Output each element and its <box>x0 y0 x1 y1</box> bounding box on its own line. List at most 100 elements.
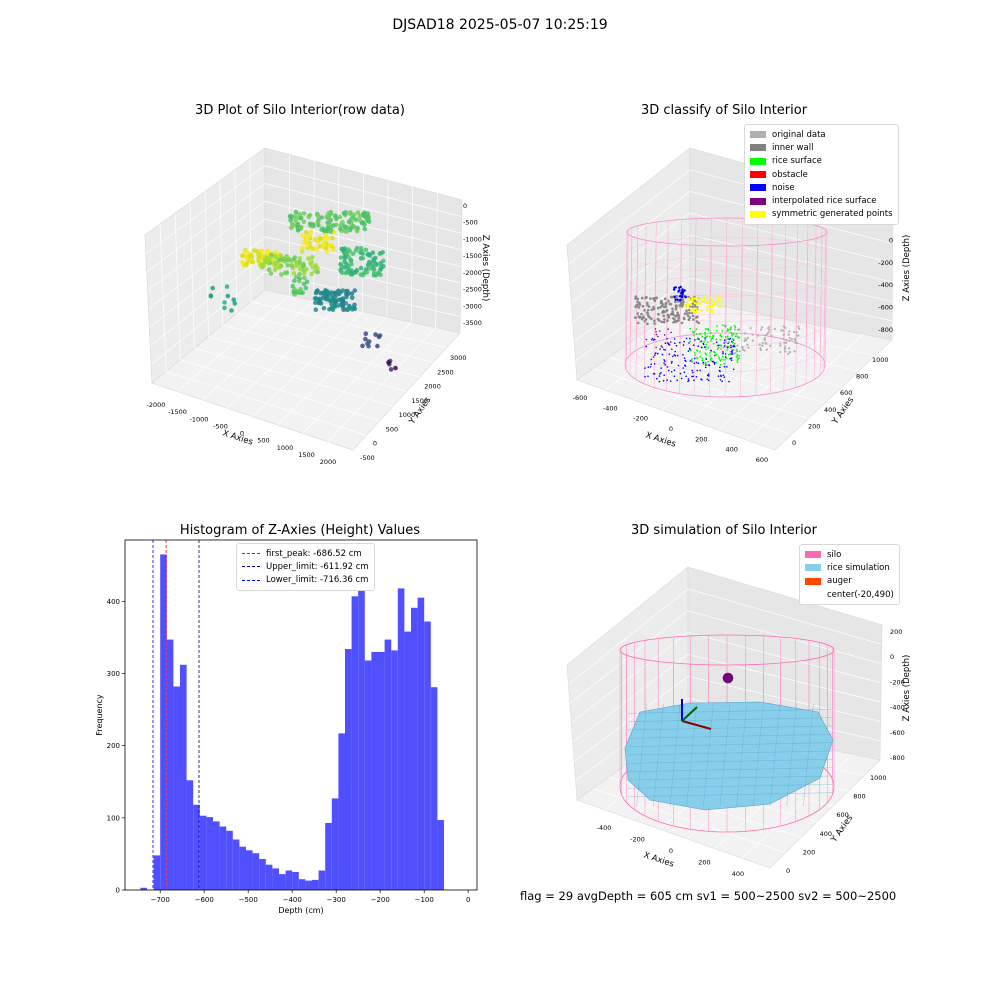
panel1-grid-line <box>222 324 420 378</box>
data-point <box>330 307 336 313</box>
rice-surface-points-point <box>735 333 738 335</box>
panel2-grid-line <box>661 316 777 411</box>
histogram-bar <box>430 687 438 890</box>
noise-points-point <box>732 368 735 371</box>
inner-wall-points-point <box>634 295 638 298</box>
data-point <box>278 253 283 258</box>
rice-surface-points-point <box>690 360 693 363</box>
data-point <box>266 259 271 264</box>
noise-points-point <box>654 352 657 355</box>
histogram-bar <box>272 868 279 890</box>
inner-wall-points-point <box>650 317 653 321</box>
data-point <box>388 367 394 372</box>
noise-points-point <box>730 357 733 359</box>
original-data-points-point <box>788 351 792 354</box>
rice-surface-points-point <box>690 358 693 361</box>
noise-points-point <box>730 359 733 362</box>
data-point <box>266 267 272 272</box>
noise-points-point <box>653 363 656 365</box>
data-point <box>315 213 321 219</box>
noise-points-point <box>671 360 673 363</box>
inner-wall-points-point <box>661 303 665 306</box>
rice-mesh-line <box>627 734 833 739</box>
data-point <box>312 296 318 301</box>
rice-surface-points-point <box>722 324 724 326</box>
inner-wall-points-point <box>661 311 664 314</box>
data-point <box>324 233 329 239</box>
legend-entry: silo <box>805 548 894 561</box>
symmetric-points-point <box>719 305 723 308</box>
panel2-grid-line <box>569 191 893 284</box>
noise-points-point <box>717 375 720 378</box>
data-point <box>393 365 398 371</box>
silo-ring <box>625 256 827 297</box>
panel1-grid-line <box>147 200 462 291</box>
inner-wall-points-point <box>669 302 673 306</box>
data-point <box>240 253 245 259</box>
panel1-y-tick-label: 500 <box>386 425 398 433</box>
inner-wall-points-point <box>688 311 691 315</box>
data-point <box>330 247 336 253</box>
legend-entry: inner wall <box>750 141 893 154</box>
original-data-points-point <box>759 347 762 350</box>
noise-points-point <box>724 353 727 355</box>
original-data-points-point <box>785 338 788 341</box>
data-point <box>321 305 327 311</box>
rice-surface-points-point <box>712 334 715 337</box>
panel2-grid-line <box>571 212 893 304</box>
histogram-bar <box>378 651 385 890</box>
noise-cluster-point <box>680 295 683 298</box>
noise-points-point <box>683 357 686 359</box>
legend-swatch <box>750 171 766 179</box>
original-data-points-point <box>794 341 797 344</box>
inner-wall-points-point <box>640 296 644 300</box>
panel4-3d-plot <box>566 566 883 869</box>
rice-surface-points-point <box>738 336 741 339</box>
noise-points-point <box>730 344 732 347</box>
data-point <box>304 266 309 272</box>
original-data-points-point <box>773 327 776 331</box>
data-point <box>378 266 384 271</box>
data-point <box>297 212 303 217</box>
silo-wireframe <box>624 217 828 398</box>
panel2-x-tick-label: 0 <box>669 425 673 433</box>
panel2-floor <box>576 299 893 451</box>
inner-wall-points-point <box>669 295 673 299</box>
rice-surface-points-point <box>738 354 741 357</box>
data-point <box>324 214 330 219</box>
inner-wall-points-point <box>664 310 667 313</box>
panel4-y-tick-label: 1000 <box>870 774 887 782</box>
noise-points-point <box>660 367 662 369</box>
histogram-bar <box>279 874 286 890</box>
data-point <box>347 305 353 310</box>
rice-surface-points-point <box>704 352 707 355</box>
data-point <box>291 290 297 295</box>
symmetric-points-point <box>710 305 714 308</box>
rice-surface-points-point <box>715 338 718 341</box>
x-arrow <box>681 720 712 730</box>
noise-points-point <box>666 366 669 368</box>
histogram-bar <box>384 639 392 890</box>
panel2-x-tick-label: -200 <box>633 415 648 423</box>
noise-points-point <box>683 371 686 374</box>
rice-surface-points-point <box>709 352 712 354</box>
inner-wall-points-point <box>646 301 649 305</box>
panel1-grid-line <box>234 169 238 314</box>
original-data-points-point <box>784 350 787 353</box>
data-point <box>304 230 309 235</box>
rice-surface-points-point <box>704 331 706 334</box>
rice-surface-points-point <box>738 328 740 331</box>
noise-points-point <box>664 360 666 362</box>
panel2-grid-line <box>673 311 876 357</box>
histogram-bar <box>305 880 312 890</box>
histogram-bar <box>199 815 207 890</box>
panel4-x-tick-label: -400 <box>597 824 612 832</box>
data-point <box>338 269 344 274</box>
rice-surface-points-point <box>733 324 736 327</box>
data-point <box>365 262 371 268</box>
symmetric-points-point <box>700 309 703 312</box>
rice-surface-points-point <box>736 361 739 364</box>
symmetric-points-point <box>706 308 709 311</box>
rice-surface-points-point <box>707 346 710 349</box>
